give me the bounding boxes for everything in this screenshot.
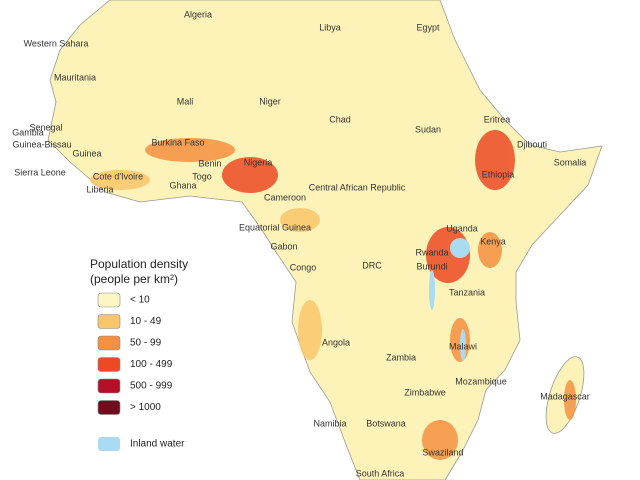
legend-label: > 1000 [130,402,161,413]
country-label: Botswana [366,418,406,428]
country-label: Sudan [415,124,441,134]
country-label: Sierra Leone [14,167,66,177]
country-label: Zimbabwe [404,387,446,397]
legend-label: 100 - 499 [130,359,173,370]
legend-swatch [97,314,121,329]
legend-label: 500 - 999 [130,381,173,392]
country-label: Zambia [386,352,416,362]
legend-swatch [97,335,121,351]
country-label: Djibouti [517,139,547,149]
lake-malawi [460,329,466,361]
legend-label: 50 - 99 [130,338,162,349]
country-label: Benin [198,158,221,168]
country-label: Burundi [416,261,447,271]
legend-title: Population density [90,257,188,271]
lake-tanganyika [429,270,435,310]
country-label: Chad [329,114,351,124]
country-label: Namibia [313,418,346,428]
country-label: Togo [192,171,212,181]
legend-label: 10 - 49 [130,316,162,327]
country-label: Gambia [12,127,44,137]
country-label: Niger [259,96,281,106]
country-label: Mozambique [455,376,507,386]
legend-label: Inland water [130,439,185,450]
country-label: Uganda [446,223,478,233]
legend-label: < 10 [130,295,150,306]
country-label: Kenya [480,236,506,246]
country-label: Gabon [270,241,297,251]
legend-swatch [97,292,121,308]
country-label: Central African Republic [309,182,406,192]
country-label: Mali [177,96,194,106]
country-label: Senegal [29,122,62,132]
country-labels: Algeria Libya Egypt Western Sahara Mauritani… [12,9,590,478]
lake-victoria [450,238,470,258]
country-label: DRC [362,260,382,270]
legend-swatch [97,357,121,372]
country-label: Algeria [184,9,212,19]
country-label: Swaziland [422,447,463,457]
country-label: Angola [322,337,350,347]
legend-swatch [97,400,121,415]
country-label: Guinea [72,148,101,158]
country-label: Rwanda [415,247,448,257]
legend-swatch [98,437,120,451]
country-label: South Africa [356,468,405,478]
country-label: Cote d'Ivoire [93,171,143,181]
country-label: Madagascar [540,391,590,401]
legend-swatch [97,378,121,394]
country-label: Congo [290,262,317,272]
country-label: Ethiopia [482,169,515,179]
legend-title: (people per km²) [90,272,178,286]
country-label: Equatorial Guinea [239,222,311,232]
country-label: Somalia [554,157,587,167]
legend: Population density(people per km²) < 10 10… [90,257,188,451]
country-label: Egypt [416,22,440,32]
country-label: Cameroon [264,192,306,202]
country-label: Tanzania [449,287,485,297]
country-label: Guinea-Bissau [12,139,71,149]
country-label: Liberia [86,184,113,194]
country-label: Mauritania [54,72,96,82]
country-label: Eritrea [484,114,511,124]
country-label: Ghana [169,180,196,190]
country-label: Nigeria [244,157,273,167]
country-label: Malawi [449,341,477,351]
country-label: Libya [319,22,341,32]
country-label: Burkina Faso [151,137,204,147]
country-label: Western Sahara [24,38,89,48]
